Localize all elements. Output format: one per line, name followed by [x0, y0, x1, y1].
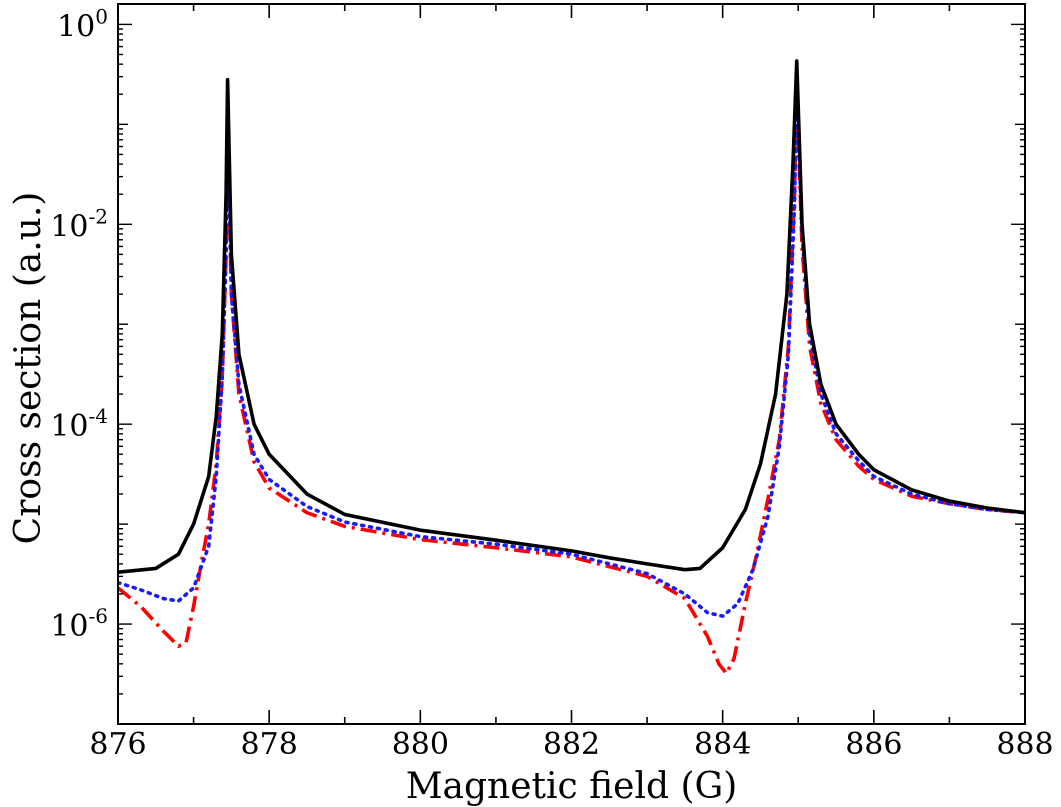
x-tick-label: 884 [694, 727, 751, 762]
ticks-layer [117, 4, 1026, 725]
x-tick-label: 880 [392, 727, 449, 762]
y-axis-title: Cross section (a.u.) [8, 192, 49, 545]
y-tick-label: 10-6 [50, 604, 108, 644]
x-axis-title: Magnetic field (G) [406, 766, 738, 807]
series-layer [118, 59, 1025, 676]
x-tick-label: 876 [89, 727, 146, 762]
tick-labels: 876 878 880 882 884 886 888 100 10-2 10-4 10-6 [50, 4, 1053, 762]
y-tick-label: 100 [57, 4, 108, 44]
y-tick-label: 10-4 [50, 404, 108, 444]
series-line-dashdot [118, 88, 1025, 676]
x-tick-label: 886 [845, 727, 902, 762]
x-tick-label: 882 [543, 727, 600, 762]
x-tick-label: 878 [241, 727, 298, 762]
x-tick-label: 888 [996, 727, 1053, 762]
plot-frame [117, 3, 1026, 725]
y-tick-label: 10-2 [50, 204, 108, 244]
series-line-solid [118, 59, 1025, 575]
series-line-dotted [118, 81, 1025, 618]
